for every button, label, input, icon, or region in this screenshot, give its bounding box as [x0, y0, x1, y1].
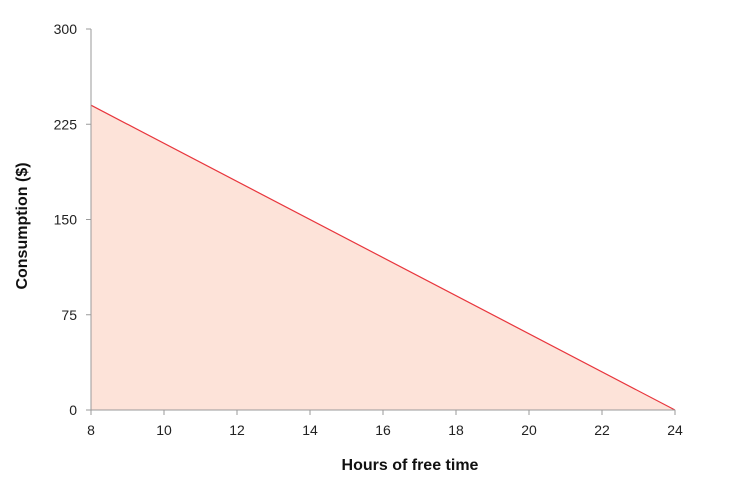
- x-tick-label: 18: [448, 422, 464, 438]
- y-tick-label: 150: [54, 212, 78, 228]
- x-tick-label: 16: [375, 422, 391, 438]
- y-tick-label: 0: [69, 402, 77, 418]
- y-tick-label: 300: [54, 21, 78, 37]
- y-axis-title: Consumption ($): [14, 162, 31, 289]
- x-tick-label: 24: [667, 422, 683, 438]
- y-tick-label: 75: [61, 307, 77, 323]
- x-tick-label: 20: [521, 422, 537, 438]
- plot-area: [90, 104, 676, 411]
- x-axis-title: Hours of free time: [342, 457, 479, 474]
- x-tick-label: 14: [302, 422, 318, 438]
- y-tick-label: 225: [54, 116, 78, 132]
- budget-line: [90, 104, 676, 411]
- x-tick-label: 22: [594, 422, 610, 438]
- x-tick-label: 12: [229, 422, 245, 438]
- x-axis: 8 10 12 14 16 18 20 22 24: [87, 409, 683, 438]
- y-axis: 0 75 150 225 300: [54, 21, 92, 418]
- x-tick-label: 8: [87, 422, 95, 438]
- x-tick-label: 10: [156, 422, 172, 438]
